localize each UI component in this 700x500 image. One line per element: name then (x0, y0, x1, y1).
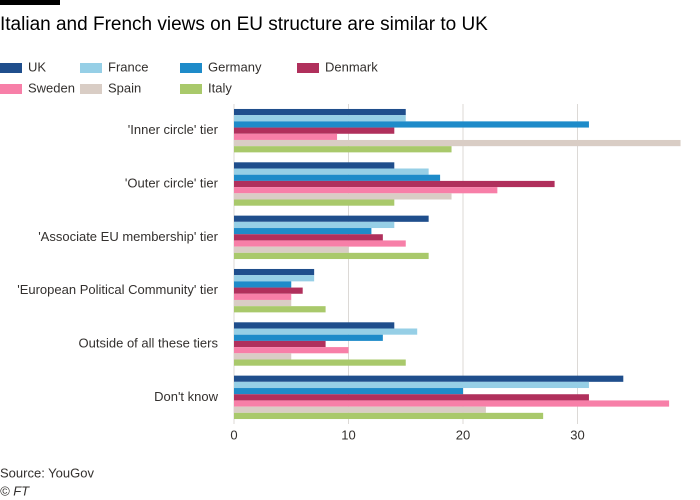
bar (234, 394, 589, 401)
bar (234, 240, 406, 247)
bar (234, 127, 395, 134)
bar (234, 133, 338, 140)
legend-label: Denmark (325, 59, 378, 74)
bar (234, 193, 452, 200)
legend-label: France (108, 59, 148, 74)
bar (234, 299, 292, 307)
legend-swatch (297, 63, 319, 73)
x-tick-label: 10 (341, 427, 355, 442)
x-tick-label: 30 (570, 427, 584, 442)
bar (234, 412, 544, 420)
legend-label: Italy (208, 80, 232, 95)
bar (234, 215, 429, 222)
legend-swatch (80, 63, 102, 73)
legend-swatch (180, 84, 202, 94)
x-tick-label: 20 (456, 427, 470, 442)
bar (234, 246, 349, 253)
source: Source: YouGov (0, 465, 94, 480)
bar (234, 353, 292, 360)
bar (234, 347, 349, 354)
bar (234, 388, 463, 395)
bar (234, 168, 429, 175)
bar (234, 322, 395, 329)
bar (234, 115, 406, 122)
y-tick-label: Don't know (154, 389, 219, 404)
bar (234, 281, 292, 288)
legend-label: Spain (108, 80, 141, 95)
legend-swatch (0, 84, 22, 94)
bar (234, 139, 681, 147)
bar (234, 328, 418, 335)
bar (234, 334, 383, 341)
bar (234, 234, 383, 241)
chart-title: Italian and French views on EU structure… (0, 14, 488, 35)
y-tick-label: 'Associate EU membership' tier (38, 229, 218, 244)
legend-swatch (180, 63, 202, 73)
bar (234, 359, 406, 366)
bar (234, 268, 315, 276)
y-tick-label: 'Outer circle' tier (125, 175, 219, 190)
bar (234, 146, 452, 153)
bar (234, 221, 395, 229)
bar (234, 375, 624, 382)
y-tick-label: 'Inner circle' tier (128, 122, 219, 137)
brand-bar (0, 0, 60, 5)
bar (234, 199, 395, 206)
bar (234, 174, 441, 181)
bar (234, 275, 315, 282)
bar (234, 340, 326, 348)
bar (234, 108, 406, 116)
bar (234, 406, 486, 413)
legend-label: Sweden (28, 80, 75, 95)
bar (234, 180, 555, 188)
bar (234, 187, 498, 194)
legend-swatch (0, 63, 22, 73)
legend-swatch (80, 84, 102, 94)
bar (234, 121, 589, 128)
x-tick-label: 0 (230, 427, 237, 442)
bar (234, 228, 372, 235)
y-tick-label: Outside of all these tiers (79, 335, 219, 350)
bar (234, 162, 395, 169)
bar (234, 306, 326, 313)
bar (234, 381, 589, 389)
bar (234, 252, 429, 260)
legend-label: Germany (208, 59, 262, 74)
credit: © FT (0, 483, 30, 498)
y-tick-label: 'European Political Community' tier (17, 282, 218, 297)
legend-label: UK (28, 59, 46, 74)
bar (234, 400, 670, 407)
bar (234, 293, 292, 300)
bar (234, 287, 303, 294)
